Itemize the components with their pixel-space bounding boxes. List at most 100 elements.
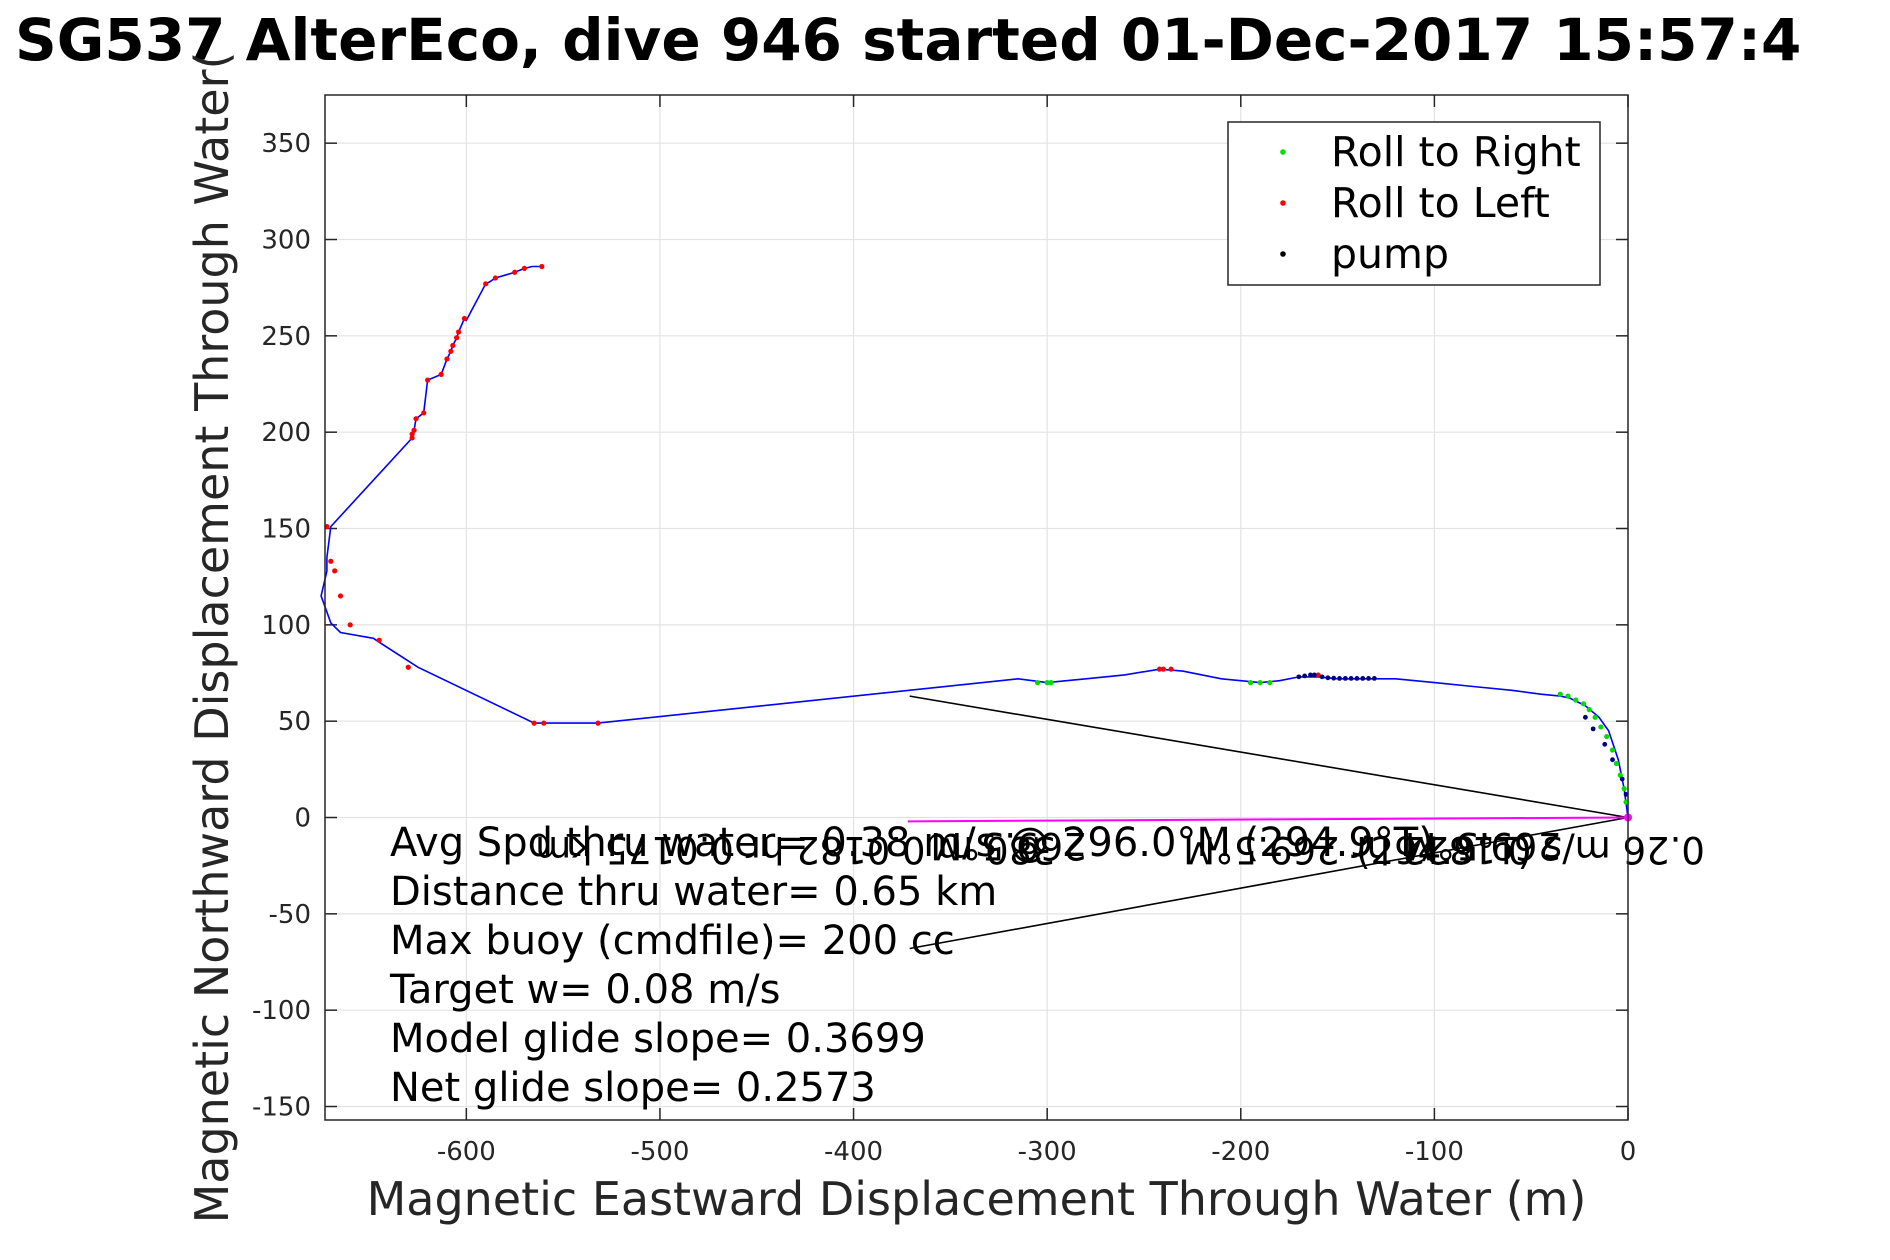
pump-point: [1610, 757, 1615, 763]
x-tick-label: -300: [1018, 1137, 1077, 1167]
pump-point: [1302, 673, 1308, 679]
roll-right-point: [1621, 786, 1627, 792]
direction-annotation: 269.5°M: [930, 824, 1086, 867]
x-tick-label: -100: [1405, 1137, 1464, 1167]
x-tick-label: -500: [630, 1137, 689, 1167]
stat-line: Target w= 0.08 m/s: [389, 967, 780, 1013]
stat-line: Net glide slope= 0.2573: [390, 1065, 876, 1111]
roll-left-point: [450, 342, 456, 349]
legend-box: [1227, 121, 1601, 286]
stats-text-block: Avg Spd thru water= 0.38 m/s @ 296.0°M (…: [389, 820, 1434, 1111]
roll-right-point: [1257, 680, 1263, 686]
roll-right-point: [1034, 680, 1041, 686]
pump-point: [1366, 676, 1371, 681]
y-tick-label: 150: [261, 515, 311, 545]
legend-marker: [1280, 251, 1286, 257]
x-axis-label: Magnetic Eastward Displacement Through W…: [367, 1172, 1587, 1226]
legend-label: Roll to Right: [1331, 128, 1581, 176]
roll-right-point: [1604, 733, 1610, 740]
direction-annotation: 269.5°M: [1405, 824, 1561, 867]
legend-marker: [1280, 200, 1286, 206]
roll-left-point: [512, 269, 518, 275]
roll-left-point: [448, 348, 454, 354]
direction-annotation: 380 m 0.0182 hr 0.0175 km: [535, 828, 1056, 871]
roll-left-point: [444, 356, 450, 362]
roll-left-point: [409, 435, 415, 441]
roll-left-point: [409, 431, 415, 437]
roll-right-point: [1592, 714, 1598, 720]
y-tick-label: 250: [261, 322, 311, 352]
roll-right-point: [1247, 680, 1254, 686]
pump-point: [1354, 676, 1360, 681]
chart-title: SG537 AlterEco, dive 946 started 01-Dec-…: [15, 6, 1801, 74]
roll-left-point: [347, 622, 353, 628]
roll-left-point: [454, 335, 460, 341]
roll-right-point: [1580, 701, 1587, 707]
roll-left-point: [461, 315, 467, 322]
roll-left-point: [455, 329, 462, 335]
pump-point: [1311, 672, 1317, 678]
roll-left-point: [332, 568, 338, 574]
x-tick-label: 0: [1620, 1137, 1637, 1167]
roll-left-point: [337, 593, 344, 599]
roll-right-point: [1609, 747, 1616, 753]
stat-line: Avg Spd thru water= 0.38 m/s @ 296.0°M (…: [390, 820, 1434, 866]
y-tick-label: -150: [252, 1093, 311, 1123]
roll-right-point: [1598, 724, 1604, 730]
y-tick-label: 50: [278, 707, 311, 737]
heading-line: [909, 816, 1629, 950]
roll-left-point: [521, 265, 528, 272]
y-tick-label: 100: [261, 611, 311, 641]
stat-line: Model glide slope= 0.3699: [390, 1016, 926, 1062]
stat-line: Max buoy (cmdfile)= 200 cc: [390, 918, 955, 964]
roll-right-point: [1044, 680, 1050, 686]
roll-left-point: [1168, 666, 1174, 672]
roll-left-point: [1315, 672, 1321, 678]
roll-right-point: [1565, 693, 1571, 699]
pump-point: [1296, 674, 1302, 680]
plot-area: 269.5°M0.26 m/s 0.1822 hr 269.5°M269.5°M…: [320, 263, 1705, 950]
roll-left-point: [1160, 666, 1166, 672]
pump-point: [1331, 675, 1337, 681]
current-vector-line: [907, 816, 1629, 823]
roll-right-point: [1267, 680, 1273, 686]
roll-left-point: [413, 416, 419, 422]
roll-left-point: [595, 720, 601, 726]
roll-right-point: [1617, 772, 1623, 778]
y-tick-label: -50: [269, 900, 311, 930]
y-tick-label: 0: [294, 804, 311, 834]
y-axis-label: Magnetic Northward Displacement Through …: [185, 52, 239, 1224]
roll-right-point: [1586, 707, 1592, 713]
pump-point: [1337, 676, 1342, 681]
pump-point: [1619, 776, 1625, 782]
roll-left-point: [531, 720, 537, 726]
pump-point: [1371, 676, 1377, 681]
y-tick-label: 300: [261, 226, 311, 256]
pump-point: [1583, 714, 1588, 720]
roll-left-point: [328, 558, 334, 564]
pump-point: [1319, 674, 1325, 680]
pump-point: [1360, 676, 1366, 681]
roll-left-point: [492, 275, 498, 281]
roll-left-point: [405, 664, 411, 670]
x-axis-ticks: -600 -500 -400 -300 -200 -100 0: [437, 95, 1636, 1167]
y-tick-label: -100: [252, 996, 311, 1026]
roll-right-point: [1048, 680, 1054, 686]
roll-left-point: [539, 263, 545, 270]
y-tick-label: 200: [261, 418, 311, 448]
y-tick-label: 350: [261, 129, 311, 159]
roll-right-point: [1573, 697, 1579, 703]
x-tick-label: -200: [1211, 1137, 1270, 1167]
pump-point: [1325, 675, 1331, 681]
roll-left-point: [425, 377, 431, 383]
roll-left-point: [411, 427, 417, 433]
heading-line: [909, 695, 1629, 819]
direction-annotation: (294.9°T): [1356, 830, 1532, 873]
stat-line: Distance thru water= 0.65 km: [390, 869, 997, 915]
roll-left-point: [541, 720, 547, 726]
pump-point: [1342, 676, 1348, 681]
roll-left-point: [438, 371, 444, 377]
roll-right-point: [1613, 760, 1619, 767]
